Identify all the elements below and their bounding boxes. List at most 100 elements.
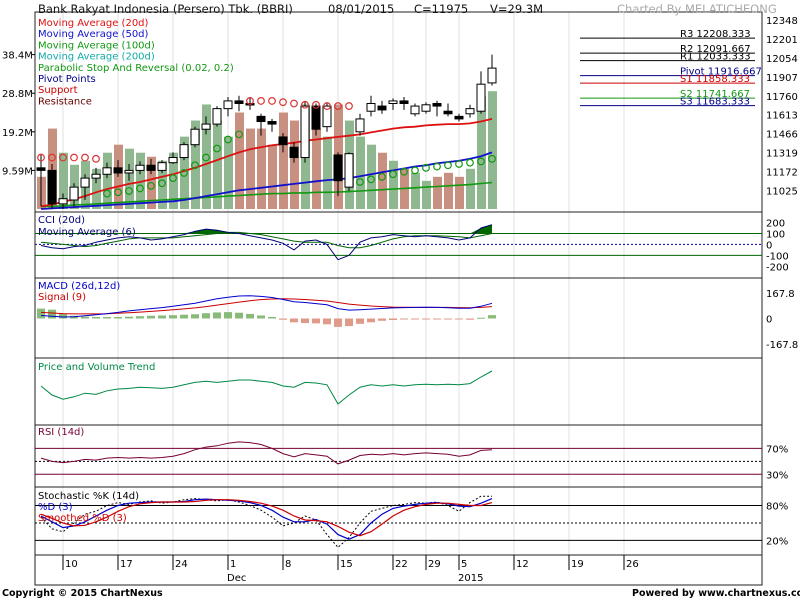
macd-hist-bar-2 [59,313,67,319]
psar-dot-26 [323,102,331,110]
psar-dot-6 [103,189,111,198]
candle-31 [377,100,387,114]
macd-hist-bar-38 [455,318,463,320]
candle-body-7 [113,167,123,174]
candle-body-17 [223,100,233,110]
volume-tick-label-0: 38.4M [2,51,33,62]
volume-bar-37 [444,172,453,209]
candle-body-32 [388,100,398,104]
macd-hist-bar-10 [147,315,155,319]
volume-bar-36 [433,176,442,209]
candle-body-21 [267,121,277,125]
psar-dot-37 [444,161,452,170]
psar-dot-13 [180,169,188,177]
macd-hist-bar-28 [345,318,353,327]
legend-entry-6: Support [38,85,78,96]
candle-body-25 [311,105,321,130]
candle-body-22 [278,136,288,146]
legend-entry-0: Moving Average (20d) [38,18,149,29]
legend-entry-5: Pivot Points [38,74,96,85]
candle-body-27 [333,154,343,182]
ma20-line [40,118,493,208]
candle-body-11 [157,162,167,171]
candle-body-40 [476,83,486,112]
candle-7 [113,160,123,177]
macd-hist-bar-17 [224,312,232,319]
macd-hist-bar-39 [466,318,474,320]
candle-8 [124,163,134,181]
charted-by: Charted By MELATICHEONG [617,2,777,16]
macd-hist-bar-19 [246,313,254,319]
price-tick-label-0: 12348 [766,16,798,27]
pvt-title: Price and Volume Trend [38,362,155,373]
psar-dot-35 [422,163,430,172]
copyright: Copyright © 2015 ChartNexus [2,588,163,599]
psar-dot-18 [235,130,243,139]
macd-hist-bar-21 [268,316,276,319]
candle-body-3 [69,186,79,201]
stoch-title: Stochastic %K (14d) [38,491,139,502]
price-tick-label-3: 11907 [766,73,798,84]
candle-37 [443,103,453,117]
macd-hist-bar-14 [191,314,199,319]
psar-dot-23 [290,99,298,108]
cci-tick-label-1: 100 [766,229,785,240]
volume-bar-17 [224,136,233,209]
macd-signal-line [40,298,493,315]
x-tick-label-6: 22 [395,559,408,570]
pivot-level-label-1: R2 12091.667 [680,44,751,55]
candle-33 [399,97,409,110]
macd-hist-bar-20 [257,315,265,319]
volume-bar-40 [477,96,486,209]
candle-body-36 [432,102,442,107]
macd-tick-label-0: 167.8 [766,289,795,300]
x-tick-label-4: 8 [285,559,291,570]
macd-hist-bar-25 [312,318,320,324]
candle-9 [135,161,145,175]
volume-bar-7 [114,144,123,209]
macd-hist-bar-32 [389,318,397,321]
psar-dot-31 [378,172,386,181]
volume-bar-16 [213,120,222,209]
psar-dot-25 [312,100,320,109]
volume-bar-21 [268,144,277,209]
x-tick-label-3: 1 [230,559,236,570]
macd-hist-bar-12 [169,315,177,319]
psar-dot-32 [389,170,397,179]
x-tick-sublabel-8: 2015 [458,573,483,584]
cci-tick-label-4: -200 [766,262,789,273]
candle-body-18 [234,100,244,104]
price-tick-label-4: 11760 [766,92,798,103]
stoch-smoothed-d-line [40,499,493,537]
psar-dot-15 [202,153,210,162]
candle-23 [289,142,299,163]
cci-ma-line [40,231,493,249]
volume-tick-label-1: 28.8M [2,89,33,100]
volume-bar-14 [191,120,200,209]
legend-entry-7: Resistance [38,96,92,107]
macd-hist-bar-36 [433,318,441,320]
macd-hist-bar-5 [92,316,100,319]
psar-dot-5 [92,154,100,163]
macd-hist-bar-26 [323,318,331,325]
price-tick-label-7: 11319 [766,149,798,160]
psar-dot-19 [246,97,254,105]
volume-tick-label-2: 19.2M [2,128,33,139]
x-tick-label-11: 26 [626,559,639,570]
volume-bar-26 [323,136,332,209]
candle-32 [388,98,398,110]
ma100-line [41,181,493,208]
candle-20 [256,113,266,136]
macd-hist-bar-7 [114,316,122,319]
volume-bar-30 [367,144,376,209]
macd-hist-bar-40 [477,317,485,319]
candle-body-16 [212,108,222,125]
volume-bar-20 [257,128,266,209]
x-axis-frame [34,554,763,586]
cci-tick-label-2: 0 [766,240,772,251]
psar-dot-38 [455,160,463,168]
candle-24 [300,100,310,163]
powered-by-link[interactable]: Powered by www.chartnexus.com [632,588,800,599]
macd-title: MACD (26d,12d) [38,281,120,292]
candle-body-26 [322,105,332,128]
